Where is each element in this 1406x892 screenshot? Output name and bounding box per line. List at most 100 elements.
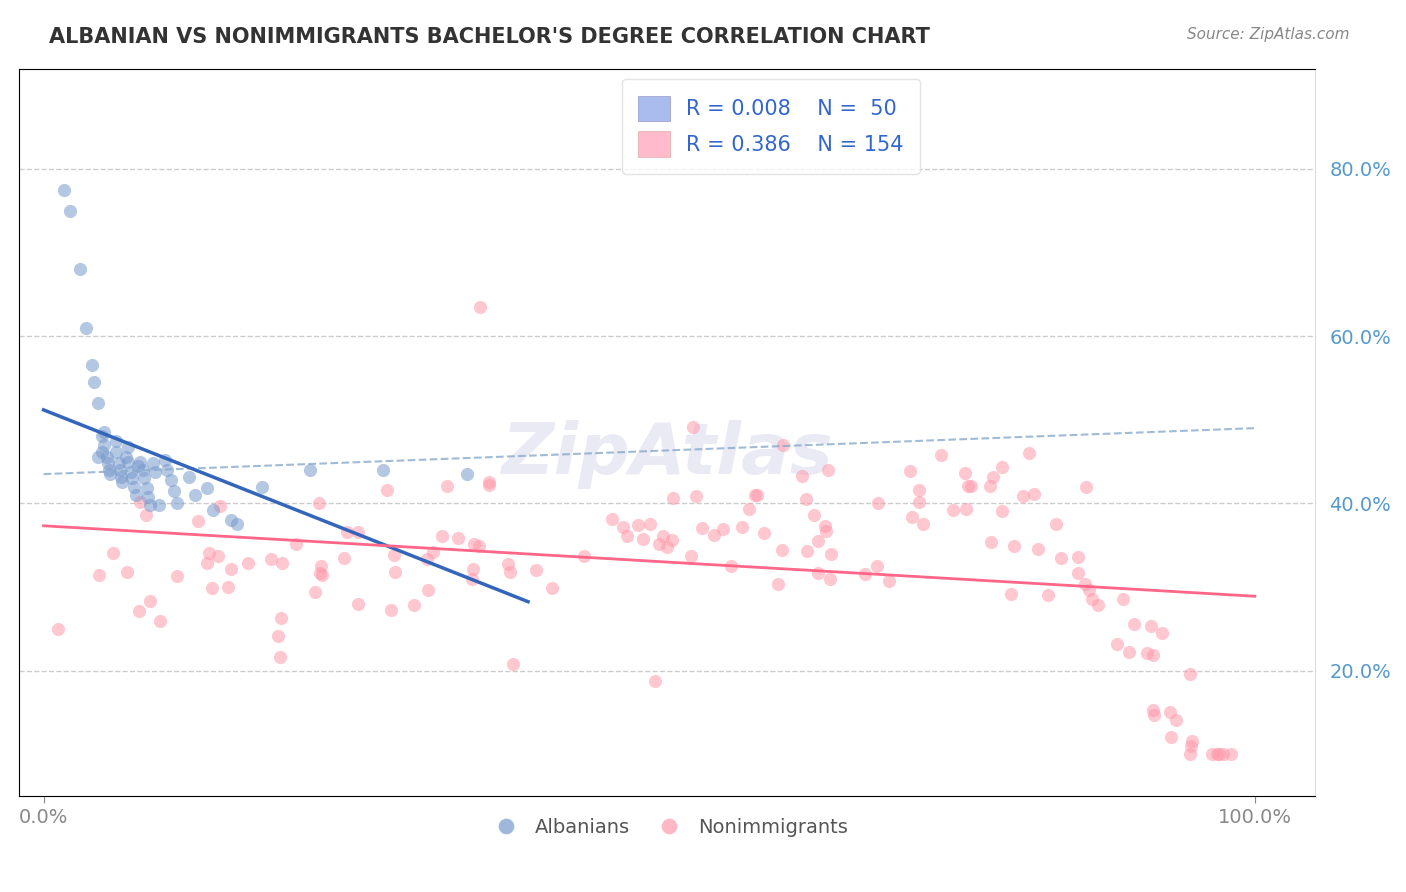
Point	[644, 673, 666, 688]
Point	[143, 465, 166, 479]
Point	[461, 572, 484, 586]
Point	[682, 420, 704, 434]
Point	[422, 545, 444, 559]
Point	[853, 566, 876, 581]
Point	[159, 473, 181, 487]
Point	[269, 650, 291, 665]
Point	[955, 502, 977, 516]
Point	[117, 454, 139, 468]
Point	[202, 503, 225, 517]
Point	[651, 529, 673, 543]
Point	[747, 488, 769, 502]
Point	[416, 552, 439, 566]
Point	[815, 524, 838, 538]
Point	[184, 488, 207, 502]
Point	[371, 463, 394, 477]
Point	[139, 593, 162, 607]
Point	[59, 203, 82, 218]
Point	[198, 546, 221, 560]
Legend: Albanians, Nonimmigrants: Albanians, Nonimmigrants	[478, 810, 856, 845]
Point	[187, 514, 209, 528]
Point	[866, 558, 889, 573]
Point	[942, 503, 965, 517]
Point	[124, 480, 146, 494]
Point	[960, 479, 983, 493]
Point	[1208, 747, 1230, 762]
Point	[541, 581, 564, 595]
Text: Source: ZipAtlas.com: Source: ZipAtlas.com	[1187, 27, 1350, 42]
Point	[1201, 747, 1223, 762]
Point	[87, 396, 110, 410]
Point	[416, 582, 439, 597]
Point	[1142, 703, 1164, 717]
Point	[384, 565, 406, 579]
Point	[149, 614, 172, 628]
Point	[375, 483, 398, 497]
Point	[127, 458, 149, 473]
Point	[207, 549, 229, 564]
Point	[655, 540, 678, 554]
Point	[105, 434, 128, 448]
Point	[382, 549, 405, 563]
Point	[1002, 539, 1025, 553]
Point	[96, 450, 118, 465]
Point	[711, 522, 734, 536]
Point	[177, 469, 200, 483]
Point	[662, 491, 685, 505]
Point	[124, 488, 146, 502]
Point	[744, 488, 766, 502]
Point	[53, 183, 76, 197]
Point	[108, 463, 131, 477]
Point	[478, 478, 501, 492]
Point	[807, 533, 830, 548]
Point	[898, 464, 921, 478]
Point	[463, 537, 485, 551]
Point	[132, 471, 155, 485]
Point	[93, 425, 115, 440]
Point	[1159, 705, 1181, 719]
Point	[806, 566, 828, 580]
Point	[111, 475, 134, 490]
Point	[1180, 666, 1202, 681]
Point	[866, 496, 889, 510]
Point	[308, 566, 330, 581]
Point	[148, 498, 170, 512]
Point	[631, 532, 654, 546]
Point	[90, 429, 112, 443]
Point	[1206, 747, 1229, 762]
Point	[953, 466, 976, 480]
Point	[195, 556, 218, 570]
Point	[432, 528, 454, 542]
Point	[820, 547, 842, 561]
Point	[308, 496, 330, 510]
Point	[703, 528, 725, 542]
Point	[311, 568, 333, 582]
Point	[929, 448, 952, 462]
Point	[120, 465, 142, 479]
Point	[499, 566, 522, 580]
Point	[731, 520, 754, 534]
Point	[1105, 637, 1128, 651]
Point	[752, 526, 775, 541]
Point	[991, 460, 1014, 475]
Point	[195, 481, 218, 495]
Point	[250, 480, 273, 494]
Point	[879, 574, 901, 589]
Point	[107, 456, 129, 470]
Point	[347, 597, 370, 611]
Point	[163, 483, 186, 498]
Point	[101, 546, 124, 560]
Point	[796, 544, 818, 558]
Point	[87, 568, 110, 582]
Point	[221, 513, 243, 527]
Point	[463, 562, 485, 576]
Point	[1026, 542, 1049, 557]
Point	[270, 610, 292, 624]
Point	[336, 524, 359, 539]
Point	[402, 599, 425, 613]
Point	[226, 517, 249, 532]
Point	[616, 529, 638, 543]
Point	[468, 539, 491, 553]
Point	[135, 508, 157, 522]
Point	[612, 520, 634, 534]
